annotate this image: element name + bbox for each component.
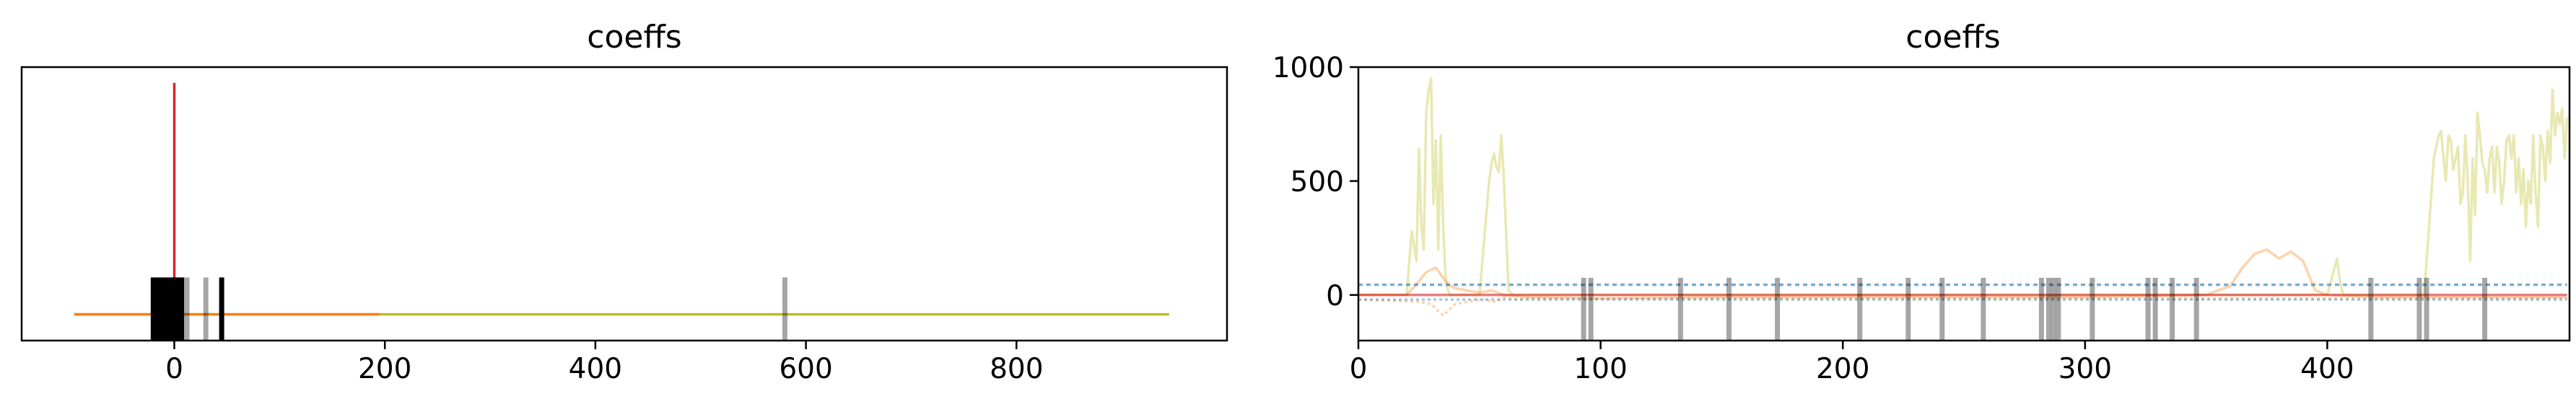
- right-x-tick-label: 200: [1816, 353, 1869, 385]
- right-y-tick-label: 500: [1291, 166, 1344, 198]
- right-x-tick-label: 400: [2300, 353, 2354, 385]
- left-x-tick-label: 200: [358, 353, 411, 385]
- right-series-line-1: [1358, 247, 2567, 300]
- right-x-tick-label: 100: [1573, 353, 1627, 385]
- right-y-tick-label: 0: [1326, 280, 1344, 312]
- right-axes-frame: [1357, 66, 2571, 342]
- right-series-line-0: [1358, 77, 2569, 297]
- left-chart-title: coeffs: [587, 19, 681, 56]
- right-y-tick-label: 1000: [1272, 52, 1344, 84]
- left-panel: coeffs 0 200 400 600 800: [20, 19, 1228, 385]
- right-chart-title: coeffs: [1905, 19, 2000, 56]
- left-x-tick-label: 600: [779, 353, 832, 385]
- left-axes-frame: [20, 66, 1228, 342]
- right-plot-area: [1358, 77, 2569, 341]
- left-plot-area: [74, 82, 1169, 341]
- right-series-line-2: [1358, 296, 2567, 317]
- left-x-tick-label: 0: [165, 353, 183, 385]
- right-x-tick-label: 0: [1350, 353, 1368, 385]
- left-x-tick-label: 800: [990, 353, 1043, 385]
- left-x-tick-label: 400: [569, 353, 622, 385]
- right-x-tick-label: 300: [2058, 353, 2112, 385]
- right-panel: coeffs 0 100 200 300 400 0 500 1000: [1272, 19, 2571, 385]
